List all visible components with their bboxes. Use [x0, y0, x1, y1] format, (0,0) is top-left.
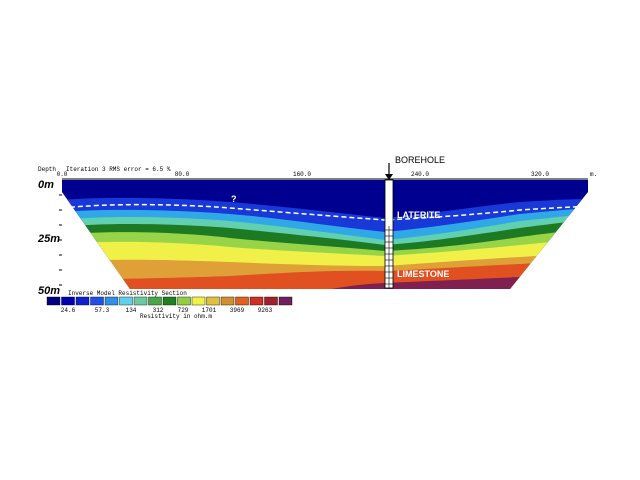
legend-label: 729: [178, 307, 189, 314]
borehole: [384, 163, 394, 289]
depth-header: Depth: [38, 166, 56, 173]
layer-label: LIMESTONE: [397, 269, 449, 279]
x-tick-label: 0.0: [57, 171, 68, 178]
iteration-header: Iteration 3 RMS error = 6.5 %: [66, 166, 171, 173]
legend-swatch: [206, 296, 220, 306]
legend-swatch: [133, 296, 148, 306]
legend-swatch: [90, 296, 104, 306]
legend-swatch: [162, 296, 177, 306]
borehole-label: BOREHOLE: [395, 155, 445, 165]
legend-label: 9263: [258, 307, 273, 314]
legend-swatch: [119, 296, 133, 306]
legend-title: Inverse Model Resistivity Section: [68, 290, 187, 297]
layer-label: LATERITE: [397, 210, 440, 220]
legend-label: 1701: [202, 307, 217, 314]
x-tick-label: 80.0: [175, 171, 190, 178]
legend-swatch: [264, 296, 278, 306]
legend-swatch: [191, 296, 206, 306]
x-tick-label: 240.0: [411, 171, 429, 178]
question-mark: ?: [231, 194, 237, 204]
legend-label: 312: [153, 307, 164, 314]
legend-swatch: [235, 296, 249, 306]
resistivity-section: [62, 180, 588, 289]
depth-label: 25m: [37, 233, 60, 245]
legend-swatch: [177, 296, 191, 306]
legend-swatch: [75, 296, 90, 306]
depth-ticks: [59, 194, 62, 286]
legend-swatch: [148, 296, 162, 306]
legend-label: 134: [126, 307, 137, 314]
depth-label: 50m: [38, 285, 60, 297]
legend-caption: Resistivity in ohm.m: [140, 313, 212, 320]
legend-swatches: [46, 296, 293, 306]
x-tick-label: 160.0: [293, 171, 311, 178]
legend-swatch: [278, 296, 293, 306]
legend-label: 57.3: [95, 307, 110, 314]
legend-label: 3969: [230, 307, 245, 314]
boundary-line: [61, 203, 589, 221]
depth-label: 0m: [38, 179, 54, 191]
legend-swatch: [249, 296, 264, 306]
legend-label: 24.6: [61, 307, 76, 314]
x-unit: m.: [590, 171, 597, 178]
legend-swatch: [46, 296, 61, 306]
legend-swatch: [220, 296, 235, 306]
legend-swatch: [61, 296, 75, 306]
legend-swatch: [104, 296, 119, 306]
x-tick-label: 320.0: [531, 171, 549, 178]
